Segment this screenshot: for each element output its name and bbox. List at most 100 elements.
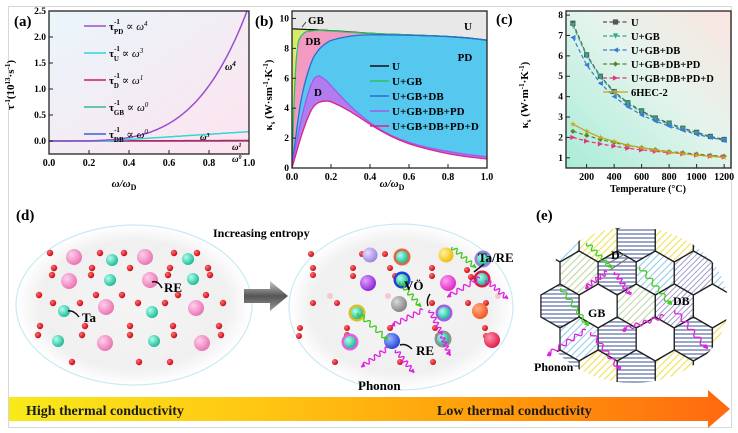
oxygen-atom <box>350 273 356 279</box>
grain <box>732 350 738 394</box>
panel-c-point <box>611 138 618 144</box>
panel-b-series-u-gb-db-pd <box>292 75 487 168</box>
phonon-scattered <box>360 346 389 368</box>
label-phonon-d: Phonon <box>358 378 401 393</box>
panel-b-area-u-gb-db-pd <box>292 34 487 168</box>
oxygen-atom <box>296 333 302 339</box>
panel-b-label: (b) <box>255 14 273 30</box>
phonon-scattered <box>584 270 608 290</box>
increasing-entropy-title: Increasing entropy <box>213 226 310 240</box>
panel-c-xtick-label: 1200 <box>714 172 734 183</box>
panel-c-ytick-label: 2 <box>558 133 563 143</box>
oxygen-atom <box>78 331 86 339</box>
panel-b-legend-label: U+GB+DB <box>392 91 444 103</box>
panel-b-region-label-pd: PD <box>458 52 473 64</box>
panel-c-xtick-label: 1000 <box>687 172 707 183</box>
phonon-scattered <box>546 328 587 357</box>
tantalum-atom <box>106 254 118 266</box>
oxygen-atom <box>92 291 100 299</box>
panel-c-point <box>584 62 590 68</box>
oxygen-atom <box>310 272 316 278</box>
panel-c-point <box>597 74 603 80</box>
oxygen-atom <box>169 322 177 330</box>
phonon-scattered-head <box>625 290 630 295</box>
panel-d-label: (d) <box>16 208 34 224</box>
oxygen-atom <box>87 271 95 279</box>
oxygen-atom <box>49 299 57 307</box>
phonon-incoming-head <box>606 263 611 268</box>
panel-c-point <box>570 22 576 28</box>
label-re-left: RE <box>164 280 182 295</box>
panel-c-line <box>572 130 725 157</box>
oxygen-atom <box>217 331 225 339</box>
panel-c-chart: 200 400 600 800 1000 1200 1 2 3 4 5 6 7 8 U U+GB U+GB+D… <box>496 10 734 195</box>
dislocation-mark <box>606 253 629 271</box>
panel-c-point <box>625 101 631 107</box>
panel-a-xtick-label: 1.0 <box>243 158 256 169</box>
panel-c-legend-label: U+GB+DB+PD <box>631 60 701 71</box>
oxygen-atom <box>310 265 316 271</box>
figure-frame <box>8 6 732 428</box>
oxygen-atom <box>429 300 435 306</box>
vacancy-site <box>385 293 391 299</box>
phonon-incoming-head <box>471 263 476 268</box>
oxygen-atom <box>46 249 54 257</box>
phonon-scattered <box>589 331 622 371</box>
panel-c-plot-frame <box>565 10 732 169</box>
panel-c-point <box>666 123 672 129</box>
panel-c-legend-label: 6HEC-2 <box>631 88 668 99</box>
panel-b-region-label-u: U <box>464 21 472 33</box>
panel-b-xtick-label: 0.8 <box>442 172 455 183</box>
panel-c-point <box>611 94 617 100</box>
panel-b-ytick-label: 4 <box>284 104 289 114</box>
phonon-incoming <box>450 246 477 269</box>
panel-c-point <box>652 146 659 153</box>
panel-b-area-u-gb-db-pd-d <box>292 75 487 168</box>
oxygen-atom <box>81 322 89 330</box>
doped-atom-core <box>351 307 363 319</box>
panel-a-ytick-label: 1.5 <box>34 59 46 69</box>
panel-a-annot-w1: ω1 <box>232 142 242 152</box>
oxygen-atom <box>350 265 356 271</box>
panel-a-plot-bg <box>49 11 249 154</box>
rare-earth-atom <box>137 249 153 265</box>
panel-a-legend-label: τ-1 GB ∝ ω0 <box>109 99 149 117</box>
rare-earth-atom <box>61 273 77 289</box>
rare-earth-atom <box>142 272 158 288</box>
high-entropy-cation <box>484 332 500 348</box>
oxygen-atom <box>468 274 474 280</box>
arrow-vo <box>426 293 431 307</box>
oxygen-atom <box>126 264 134 272</box>
oxygen-atom <box>48 271 56 279</box>
phonon-incoming <box>559 287 590 327</box>
oxygen-atom <box>68 358 76 366</box>
panel-b-xtick-label: 1.0 <box>481 172 494 183</box>
panel-c-xtick-label: 200 <box>579 172 594 183</box>
panel-c-point <box>611 143 617 149</box>
oxygen-atom <box>215 322 223 330</box>
oxygen-atom <box>164 271 172 279</box>
panel-c-ytick-label: 1 <box>558 154 563 164</box>
rare-earth-atom <box>66 249 82 265</box>
label-ta-left: Ta <box>82 310 96 325</box>
panel-c-plot-bg <box>566 11 731 168</box>
phonon-incoming-head <box>416 302 421 307</box>
oxygen-atom <box>204 264 212 272</box>
panel-c-point <box>597 80 603 86</box>
panel-b-legend-label: U <box>392 61 400 73</box>
panel-e-label: (e) <box>536 208 553 224</box>
panel-c-legend-marker <box>612 75 619 81</box>
panel-a-ytick-label: 0.5 <box>34 111 46 121</box>
panel-a-xlabel: ω/ωD <box>112 178 137 192</box>
oxygen-atom <box>174 291 182 299</box>
panel-c-legend-label: U <box>631 18 639 29</box>
panel-c-legend-marker <box>612 47 619 53</box>
panel-c-point <box>597 141 603 147</box>
phonon-scattered-head <box>447 292 452 298</box>
panel-c-point <box>570 34 576 41</box>
tantalum-atom <box>187 273 199 285</box>
phonon-incoming <box>585 242 613 269</box>
panel-c-line <box>572 25 725 142</box>
panel-b-ytick-label: 6 <box>284 74 289 84</box>
